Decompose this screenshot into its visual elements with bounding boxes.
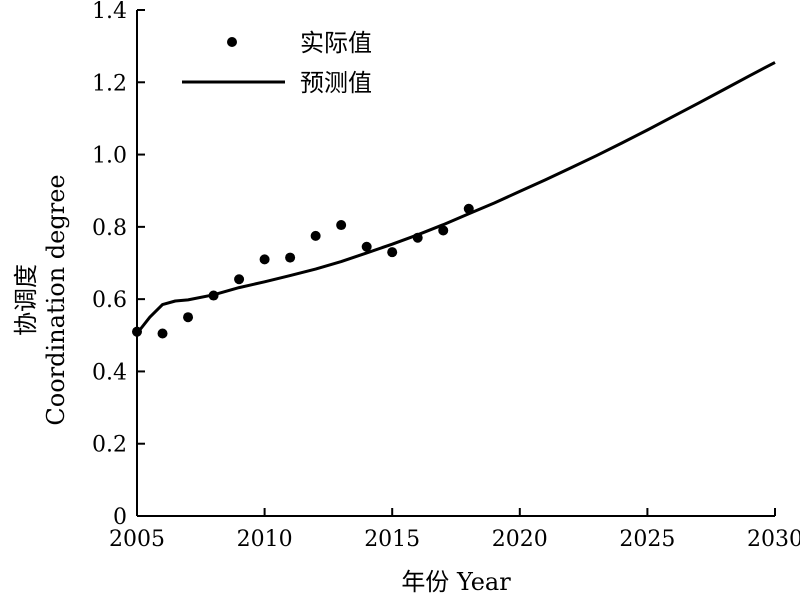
x-tick-label: 2015 bbox=[364, 527, 420, 552]
y-ticks: 0 0.2 0.4 0.6 0.8 1.0 1.2 1.4 bbox=[92, 0, 145, 530]
actual-data-point bbox=[234, 274, 245, 285]
y-tick-label: 1.2 bbox=[92, 71, 127, 96]
axes bbox=[136, 10, 775, 517]
series-layer bbox=[132, 61, 776, 339]
actual-data-point bbox=[183, 312, 194, 323]
x-tick-label: 2020 bbox=[492, 527, 548, 552]
actual-data-point bbox=[361, 241, 372, 252]
x-ticks: 2005 2010 2015 2020 2025 2030 bbox=[109, 508, 800, 552]
actual-data-point bbox=[285, 252, 296, 263]
legend: 实际值 预测值 bbox=[182, 29, 372, 97]
legend-label-predicted: 预测值 bbox=[300, 69, 372, 97]
legend-label-actual: 实际值 bbox=[300, 29, 372, 57]
y-tick-label: 1.0 bbox=[92, 144, 127, 169]
x-tick-label: 2030 bbox=[747, 527, 800, 552]
actual-data-point bbox=[387, 247, 398, 258]
y-axis-title-cn: 协调度 bbox=[12, 264, 40, 336]
actual-data-point bbox=[157, 328, 168, 339]
y-axis-title: 协调度 Coordination degree bbox=[12, 174, 70, 425]
y-tick-label: 0.8 bbox=[92, 216, 127, 241]
actual-data-point bbox=[336, 220, 347, 231]
x-tick-label: 2005 bbox=[109, 527, 165, 552]
y-tick-label: 0.4 bbox=[92, 360, 127, 385]
predicted-series-line bbox=[135, 61, 776, 335]
y-tick-label: 0.6 bbox=[92, 288, 127, 313]
y-tick-label: 0 bbox=[113, 505, 127, 530]
y-tick-label: 0.2 bbox=[92, 433, 127, 458]
x-axis-title: 年份 Year bbox=[401, 568, 511, 596]
legend-marker-actual bbox=[227, 37, 237, 47]
actual-data-point bbox=[259, 254, 270, 265]
actual-data-point bbox=[310, 230, 321, 241]
y-axis-title-en: Coordination degree bbox=[42, 174, 70, 425]
x-tick-label: 2010 bbox=[237, 527, 293, 552]
x-tick-label: 2025 bbox=[619, 527, 675, 552]
actual-data-point bbox=[438, 225, 449, 236]
y-tick-label: 1.4 bbox=[92, 0, 127, 24]
